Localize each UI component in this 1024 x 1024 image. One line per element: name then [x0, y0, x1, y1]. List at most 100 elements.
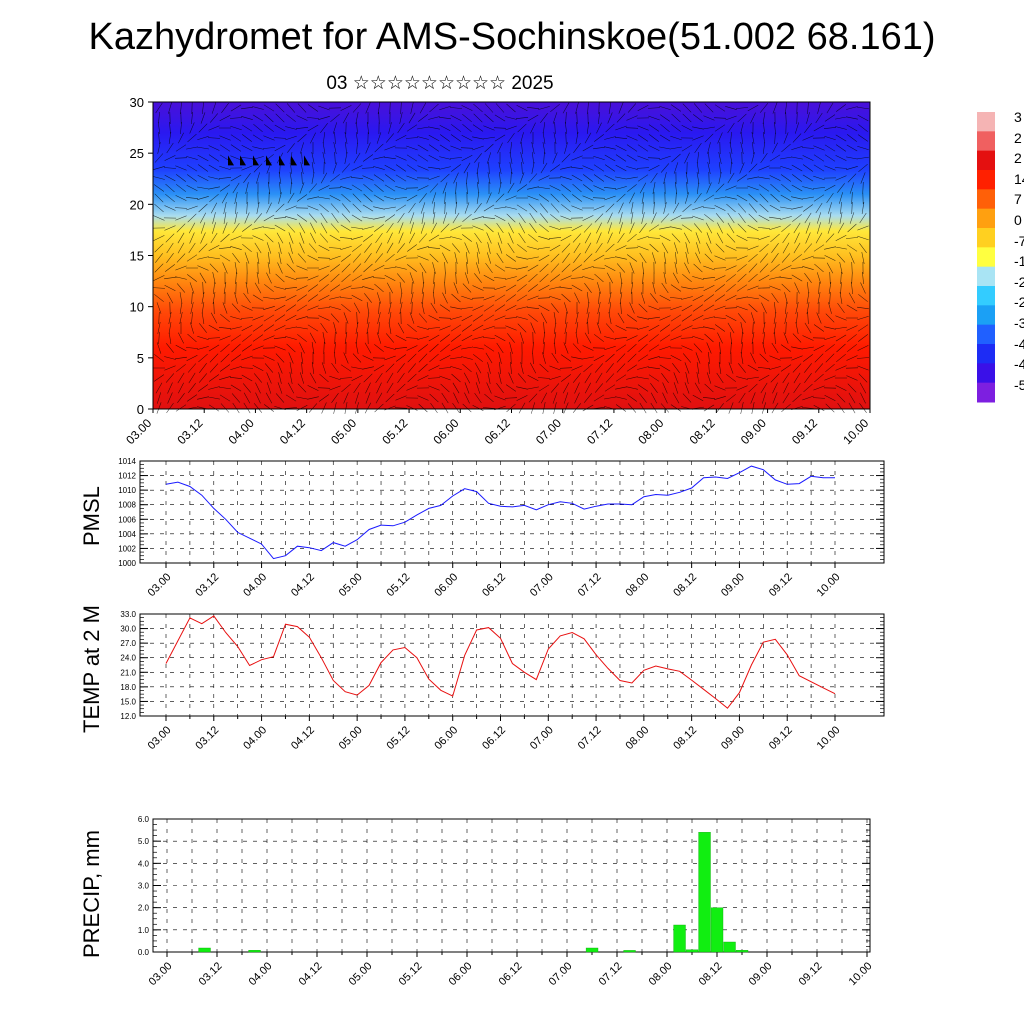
precip-xtick-label: 06.00: [447, 960, 475, 988]
colorbar-segment: [977, 363, 995, 384]
pmsl-ytick-label: 1012: [118, 472, 136, 481]
pmsl-ytick-label: 1004: [118, 530, 136, 539]
precip-ytick-label: 2.0: [138, 904, 150, 913]
precip-bar: [698, 832, 711, 953]
colorbar-segment: [977, 305, 995, 326]
temp-ytick-label: 33.0: [120, 610, 136, 619]
precip-xtick-label: 07.00: [547, 960, 575, 988]
heatmap-ytick-label: 15: [130, 249, 144, 264]
precip-xtick-label: 09.00: [747, 960, 775, 988]
colorbar-segment: [977, 324, 995, 345]
wind-flag-barb: [253, 155, 259, 166]
precip-ylabel: PRECIP, mm: [79, 830, 104, 958]
colorbar-segment: [977, 382, 995, 403]
precip-xtick-label: 04.00: [247, 960, 275, 988]
colorbar-segment: [977, 344, 995, 364]
heatmap-ytick-label: 0: [137, 402, 144, 417]
colorbar-segment: [977, 170, 995, 190]
precip-bar: [723, 941, 736, 953]
colorbar-segment: [977, 266, 995, 287]
colorbar-label: -3: [1014, 315, 1024, 331]
pmsl-ytick-label: 1006: [118, 515, 136, 524]
precip-xtick-label: 09.12: [797, 960, 825, 988]
precip-bar: [623, 950, 636, 953]
precip-bar: [248, 950, 261, 953]
heatmap-ytick-label: 20: [130, 197, 144, 212]
wind-flag-barb: [279, 155, 285, 166]
heatmap-ytick-label: 10: [130, 300, 144, 315]
colorbar-segment: [977, 208, 995, 229]
precip-xtick-label: 05.00: [347, 960, 375, 988]
precip-xtick-label: 08.00: [647, 960, 675, 988]
colorbar-labels: 3 2 2 14 7 0 -7 -1 -2 -2 -3 -4 -4 -5: [1000, 108, 1024, 400]
pmsl-ytick-label: 1002: [118, 544, 136, 553]
colorbar-segment: [977, 247, 995, 268]
wind-barbs: [152, 101, 870, 414]
colorbar: [977, 112, 995, 403]
precip-xtick-label: 10.00: [847, 960, 875, 988]
colorbar-label: 0: [1014, 212, 1022, 228]
precip-frame: [152, 818, 871, 953]
temp-ytick-label: 15.0: [120, 697, 136, 706]
colorbar-label: -1: [1014, 253, 1024, 270]
temp-frame: [139, 613, 885, 717]
temperature-chart: 12.015.018.021.024.027.030.033.003.00 03.…: [120, 610, 885, 752]
colorbar-label: -5: [1014, 376, 1024, 393]
chart-subtitle: 03 ☆☆☆☆☆☆☆☆☆ 2025: [326, 73, 554, 94]
colorbar-segment: [977, 228, 995, 248]
wind-flag-barb: [304, 155, 310, 166]
colorbar-label: 2: [1014, 150, 1022, 167]
precip-xtick-label: 08.12: [697, 960, 725, 988]
precip-xtick-label: 03.00: [147, 960, 175, 988]
precip-bar: [685, 949, 699, 953]
precip-bar: [710, 907, 724, 953]
wind-flag-barb: [291, 155, 297, 166]
temp-ytick-label: 18.0: [120, 683, 136, 692]
colorbar-label: 7: [1014, 191, 1022, 208]
pmsl-ytick-label: 1010: [118, 486, 136, 495]
precip-xtick-label: 04.12: [297, 960, 325, 988]
colorbar-label: -2: [1014, 294, 1024, 311]
colorbar-label: 2: [1014, 129, 1022, 146]
temp-ytick-label: 27.0: [120, 639, 136, 648]
precip-ytick-label: 1.0: [138, 926, 150, 935]
temp-ytick-label: 21.0: [120, 668, 136, 677]
colorbar-label: -2: [1014, 273, 1024, 290]
pmsl-frame: [139, 460, 885, 564]
precip-ytick-label: 5.0: [138, 837, 150, 846]
colorbar-segment: [977, 189, 995, 210]
precip-xtick-label: 07.12: [597, 960, 625, 988]
pmsl-ytick-label: 1000: [118, 559, 136, 568]
precip-xtick-label: 06.12: [497, 960, 525, 988]
heatmap-ytick-label: 5: [137, 351, 144, 366]
precip-bar: [585, 947, 599, 953]
wind-flag-barb: [266, 155, 272, 166]
precip-ytick-label: 3.0: [138, 882, 150, 891]
wind-flag-barb: [228, 155, 234, 166]
pmsl-line: [165, 465, 835, 560]
pmsl-ytick-label: 1008: [118, 501, 136, 510]
precip-bar: [735, 950, 749, 953]
precip-ytick-label: 0.0: [138, 948, 150, 957]
colorbar-label: 14: [1014, 170, 1024, 187]
precip-ytick-label: 4.0: [138, 859, 150, 868]
pmsl-ytick-label: 1014: [118, 457, 136, 466]
heatmap-ytick-label: 25: [130, 146, 144, 161]
precip-bar: [673, 924, 686, 953]
colorbar-segment: [977, 112, 995, 132]
precip-ytick-label: 6.0: [138, 815, 150, 824]
colorbar-label: 3: [1014, 109, 1022, 125]
temp-ytick-label: 24.0: [120, 654, 136, 663]
precip-xtick-label: 03.12: [197, 960, 225, 988]
precip-xtick-label: 05.12: [397, 960, 425, 988]
colorbar-segment: [977, 150, 995, 171]
temp-ytick-label: 12.0: [120, 712, 136, 721]
temp-line: [165, 615, 836, 709]
wind-flag-barb: [240, 155, 246, 166]
colorbar-label: -4: [1014, 335, 1024, 352]
temperature-field: [153, 102, 870, 409]
heatmap-ytick-label: 30: [130, 95, 144, 110]
